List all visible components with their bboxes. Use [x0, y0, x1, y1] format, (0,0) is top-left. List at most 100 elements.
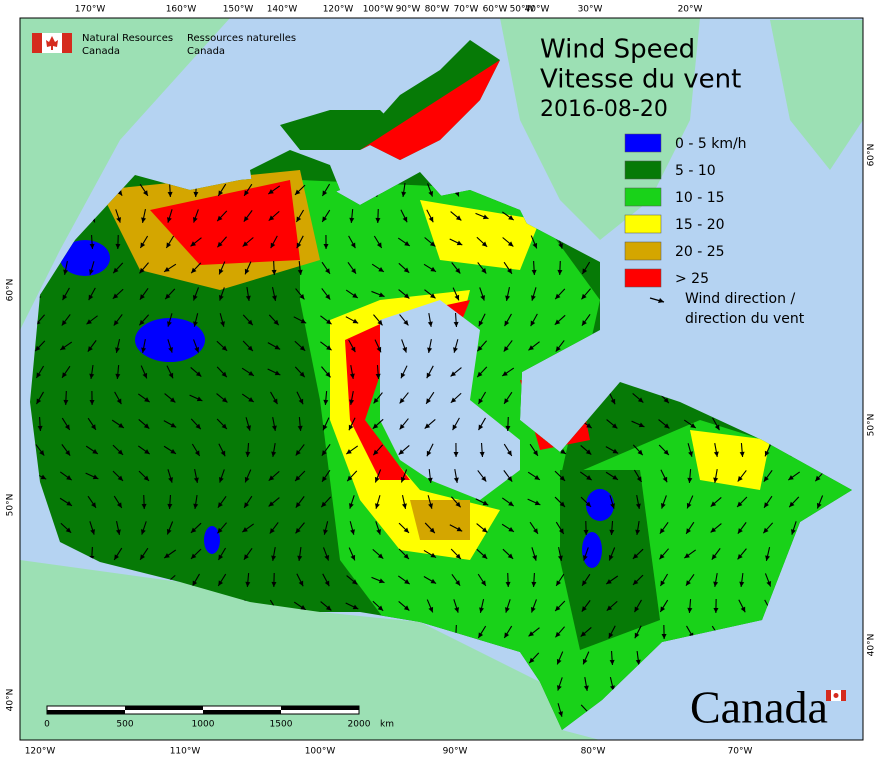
wind-arrow-head — [378, 292, 385, 298]
wind-arrow-head — [322, 190, 328, 197]
wind-arrow-head — [377, 553, 384, 559]
wind-arrow-head — [530, 320, 536, 327]
wind-arrow-head — [140, 554, 145, 560]
zone — [582, 532, 602, 568]
wind-arrow-head — [143, 190, 148, 196]
wind-arrow-head — [295, 502, 301, 508]
wind-arrow-head — [193, 321, 198, 327]
wind-arrow-head — [92, 474, 99, 480]
wind-arrow-head — [221, 423, 227, 430]
wind-arrow-head — [478, 632, 484, 638]
wind-arrow-head — [583, 685, 589, 691]
wind-arrow-head — [352, 293, 358, 298]
wind-arrow-head — [63, 399, 69, 405]
wind-arrow-head — [168, 477, 173, 483]
wind-arrow-head — [426, 398, 431, 404]
wind-arrow-head — [429, 527, 435, 534]
wind-arrow-head — [244, 190, 249, 196]
wind-arrow-head — [399, 397, 405, 404]
wind-arrow-head — [453, 347, 458, 353]
wind-arrow-head — [141, 503, 147, 509]
wind-arrow-head — [271, 269, 277, 275]
wind-arrow-head — [401, 191, 407, 197]
wind-arrow-head — [244, 502, 249, 508]
wind-arrow-head — [268, 475, 275, 481]
zone — [204, 526, 220, 554]
wind-arrow-head — [299, 345, 306, 351]
wind-arrow-head — [295, 527, 301, 534]
wind-arrow-head — [375, 503, 380, 509]
wind-arrow-head — [295, 450, 301, 456]
scale-unit: km — [380, 720, 394, 730]
legend-swatch — [624, 133, 662, 153]
wind-arrow-head — [403, 293, 410, 299]
scale-label: 1500 — [270, 720, 293, 730]
lon-label: 20°W — [678, 5, 703, 15]
wind-arrow-head — [710, 527, 717, 533]
wind-arrow-head — [612, 448, 619, 454]
wind-arrow-head — [296, 216, 302, 223]
wind-arrow-head — [218, 295, 224, 301]
wind-arrow-head — [558, 711, 563, 717]
wind-arrow-head — [764, 502, 769, 508]
wind-arrow-head — [531, 295, 536, 301]
wind-arrow-head — [245, 581, 251, 587]
wind-arrow-head — [737, 476, 743, 482]
wind-arrow-head — [402, 216, 408, 223]
wind-arrow-head — [325, 294, 331, 300]
wind-arrow-head — [455, 215, 462, 221]
wind-arrow-head — [739, 451, 745, 457]
wind-arrow-head — [139, 267, 145, 274]
agency-en: Canada — [82, 46, 120, 57]
wind-arrow-head — [558, 528, 564, 534]
wind-arrow-head — [37, 425, 43, 431]
wind-arrow-head — [610, 398, 616, 405]
scale-label: 500 — [116, 720, 133, 730]
wind-arrow-head — [36, 398, 42, 405]
wind-arrow-head — [582, 658, 588, 665]
wind-arrow-head — [478, 320, 484, 327]
zone — [410, 500, 470, 540]
legend-label: 5 - 10 — [675, 163, 716, 179]
scale-bar — [46, 705, 360, 715]
wind-arrow-head — [247, 345, 253, 352]
wind-arrow-head — [608, 632, 614, 639]
wind-arrow-head — [581, 606, 587, 612]
lon-label: 170°W — [75, 5, 106, 15]
wind-arrow-head — [534, 500, 541, 506]
legend-label: 20 - 25 — [675, 244, 725, 260]
lat-label: 40°N — [867, 634, 877, 657]
wind-arrow-head — [66, 475, 72, 481]
wind-arrow-head — [118, 423, 124, 428]
wind-arrow-head — [40, 474, 47, 480]
wind-arrow-head — [115, 529, 121, 535]
wind-arrow-head — [403, 553, 409, 560]
wind-arrow-head — [268, 501, 275, 507]
wind-arrow-head — [713, 581, 719, 587]
wind-arrow-head — [557, 269, 563, 275]
wind-arrow-head — [144, 397, 150, 403]
wind-arrow-head — [477, 345, 483, 352]
wind-arrow-head — [606, 605, 613, 611]
wind-arrow-head — [87, 346, 93, 352]
wind-arrow-head — [166, 528, 172, 535]
wind-arrow-head — [242, 241, 249, 247]
wind-arrow-head — [349, 399, 355, 405]
wind-arrow-head — [765, 555, 770, 561]
wind-arrow-head — [531, 581, 537, 587]
legend-arrow-head — [658, 298, 664, 303]
wind-arrow-head — [455, 553, 461, 560]
wind-arrow-head — [63, 269, 69, 275]
wind-arrow-head — [687, 477, 693, 483]
wind-arrow-head — [661, 633, 667, 639]
wind-arrow-head — [532, 555, 537, 561]
hudson-bay — [380, 300, 520, 500]
legend-swatch — [624, 187, 662, 207]
wind-arrow-head — [480, 295, 486, 301]
wind-arrow-head — [481, 553, 488, 559]
wind-arrow-head — [815, 475, 821, 482]
wind-arrow-head — [686, 528, 691, 534]
wind-arrow-head — [559, 475, 566, 481]
lon-label: 120°W — [25, 747, 56, 757]
wind-arrow-head — [220, 450, 226, 457]
